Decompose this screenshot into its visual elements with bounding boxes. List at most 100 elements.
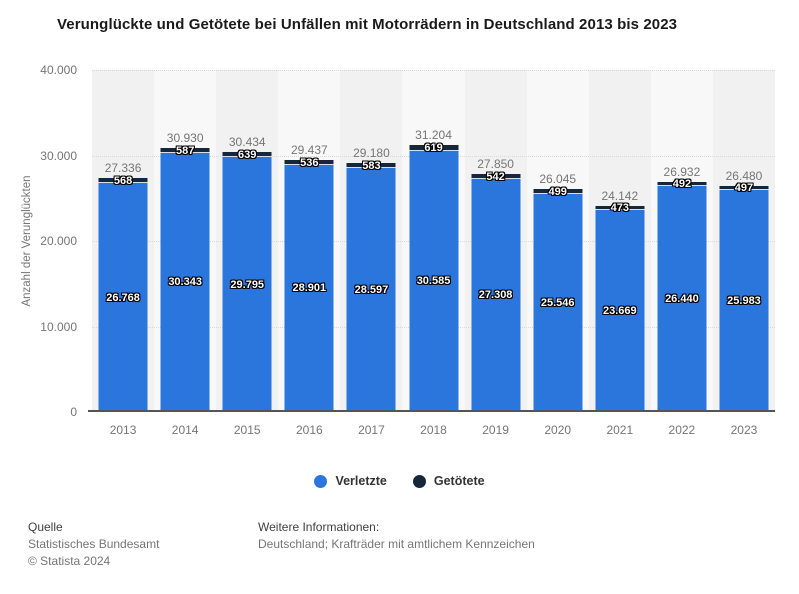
getoetete-value-label: 499 [548,185,567,198]
bar-column-2021: 23.669 473 24.142 2021 [588,70,651,437]
total-value-label: 26.480 [725,168,763,183]
bar-column-2014: 30.343 587 30.930 2014 [154,70,217,437]
bar-verletzte-2022 [657,185,707,412]
verletzte-value-label: 27.308 [478,289,513,302]
bar-getoetete-2013 [98,178,148,184]
verletzte-value-label: 25.983 [727,294,761,307]
footer-source-block: Quelle Statistisches Bundesamt © Statist… [28,519,159,570]
total-value-label: 29.437 [290,143,328,158]
total-value-label: 26.932 [663,164,701,179]
bar-column-2013: 26.768 568 27.336 2013 [92,70,155,437]
bar-verletzte-2021 [595,209,645,412]
legend-swatch-verletzte-icon [314,474,328,488]
total-value-label: 31.204 [415,128,452,143]
bar-verletzte-2013 [98,183,148,412]
verletzte-value-label: 28.901 [292,282,327,295]
x-tick-label-2015: 2015 [233,423,261,437]
bar-getoetete-2019 [471,173,521,179]
getoetete-value-label: 583 [362,159,381,172]
bar-column-2017: 28.597 583 29.180 2017 [340,70,403,437]
bar-column-2020: 25.546 499 26.045 2020 [526,70,589,437]
bar-getoetete-2020 [533,189,583,194]
source-heading: Quelle [28,520,63,534]
getoetete-value-label: 542 [486,170,505,183]
bar-getoetete-2021 [595,205,645,210]
y-tick-label: 0 [70,405,77,419]
verletzte-value-label: 28.597 [354,283,389,296]
x-tick-label-2014: 2014 [171,423,199,437]
bar-getoetete-2016 [284,160,334,165]
info-heading: Weitere Informationen: [258,520,380,534]
y-tick-label: 30.000 [40,148,77,163]
copyright-text: © Statista 2024 [28,554,111,568]
legend-label-verletzte: Verletzte [335,474,387,488]
getoetete-value-label: 473 [610,202,629,215]
getoetete-value-label: 492 [672,178,692,191]
y-tick-label: 40.000 [40,63,77,77]
getoetete-value-label: 497 [734,182,754,195]
info-text: Deutschland; Krafträder mit amtlichem Ke… [258,537,535,551]
bar-verletzte-2015 [222,157,272,412]
y-axis-ticks: 40.000 30.000 20.000 10.000 0 [0,63,84,419]
total-value-label: 26.045 [539,172,577,187]
bar-column-2023: 25.983 497 26.480 2023 [712,70,776,437]
x-tick-label-2021: 2021 [606,423,634,437]
x-tick-label-2018: 2018 [420,423,447,437]
getoetete-value-label: 639 [238,149,257,162]
getoetete-value-label: 619 [424,142,443,155]
bar-getoetete-2015 [222,151,272,158]
bar-getoetete-2014 [160,147,210,153]
plot-area: 26.768 568 27.336 2013 30.343 587 30.930 2014 29… [88,70,776,437]
total-value-label: 30.434 [228,134,266,149]
legend-item-getoetete: Getötete [412,474,485,488]
x-tick-label-2020: 2020 [544,423,572,437]
chart-title: Verunglückte und Getötete bei Unfällen m… [57,16,678,33]
bar-verletzte-2018 [409,150,459,412]
getoetete-value-label: 536 [300,157,319,170]
x-tick-label-2016: 2016 [295,423,323,437]
total-value-label: 30.930 [166,130,204,145]
verletzte-value-label: 30.585 [416,275,451,288]
bar-getoetete-2022 [657,181,707,186]
y-tick-label: 10.000 [40,319,77,334]
total-value-label: 27.336 [104,161,142,176]
bar-verletzte-2019 [471,178,521,412]
bar-columns: 26.768 568 27.336 2013 30.343 587 30.930 2014 29… [92,70,776,437]
x-tick-label-2013: 2013 [109,423,137,437]
x-tick-label-2022: 2022 [668,423,696,437]
legend: Verletzte Getötete [0,474,799,488]
getoetete-value-label: 587 [175,144,195,157]
bar-getoetete-2017 [346,162,396,168]
x-tick-label-2019: 2019 [482,423,509,437]
verletzte-value-label: 26.440 [665,292,699,305]
y-tick-label: 20.000 [40,234,77,248]
source-name: Statistisches Bundesamt [28,537,160,551]
bar-column-2016: 28.901 536 29.437 2016 [278,70,341,437]
x-axis-line [88,410,775,412]
x-tick-label-2017: 2017 [358,423,385,437]
total-value-label: 24.142 [601,188,639,203]
footer-info-block: Weitere Informationen: Deutschland; Kraf… [258,519,535,553]
verletzte-value-label: 26.768 [106,291,140,304]
bar-column-2015: 29.795 639 30.434 2015 [216,70,279,437]
bar-column-2019: 27.308 542 27.850 2019 [464,70,527,437]
legend-swatch-getoetete-icon [412,474,426,488]
verletzte-value-label: 25.546 [540,296,575,309]
bar-verletzte-2014 [160,152,210,412]
verletzte-value-label: 30.343 [168,276,202,289]
x-tick-label-2023: 2023 [730,423,758,437]
verletzte-value-label: 23.669 [602,304,637,317]
legend-label-getoetete: Getötete [433,474,485,488]
getoetete-value-label: 568 [113,175,133,188]
total-value-label: 29.180 [353,145,390,160]
bar-getoetete-2018 [409,145,459,151]
bar-verletzte-2020 [533,193,583,412]
bar-verletzte-2017 [346,167,396,412]
bar-column-2022: 26.440 492 26.932 2022 [650,70,713,437]
bar-getoetete-2023 [719,185,769,190]
bar-verletzte-2023 [719,189,769,412]
total-value-label: 27.850 [477,156,514,171]
bar-column-2018: 30.585 619 31.204 2018 [402,70,465,437]
legend-item-verletzte: Verletzte [314,474,387,488]
